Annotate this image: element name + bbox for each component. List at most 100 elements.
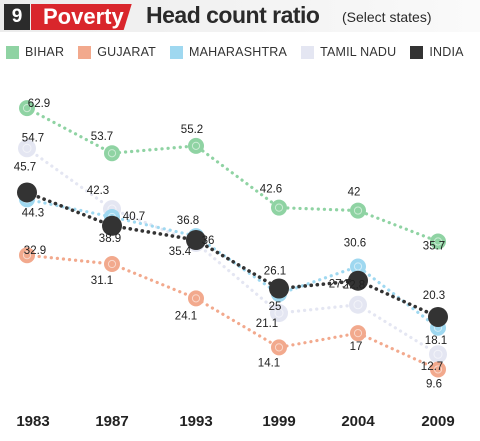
value-label-india-1983: 45.7: [14, 161, 36, 173]
data-point-tamil-nadu-1999: [270, 304, 288, 323]
data-point-bihar-1999: [271, 199, 287, 216]
x-tick-label-1993: 1993: [179, 413, 212, 430]
data-point-bihar-1993: [188, 137, 204, 154]
topic-tag: Poverty: [31, 4, 132, 30]
data-point-india-1983: [17, 182, 37, 203]
data-point-ring-gujarat-1999: [274, 343, 284, 352]
data-point-ring-bihar-1983: [22, 104, 32, 113]
data-point-ring-gujarat-1983: [22, 251, 32, 260]
value-label-india-1987: 38.9: [99, 233, 121, 245]
data-point-tamil-nadu-2004: [349, 295, 367, 314]
data-point-gujarat-1987: [104, 256, 120, 273]
legend-label-maharashtra: MAHARASHTRA: [189, 45, 288, 59]
data-point-ring-gujarat-1993: [191, 294, 201, 303]
value-label-maharashtra-2009: 18.1: [425, 335, 447, 347]
value-label-tamil-nadu-1987: 42.3: [87, 185, 109, 197]
value-label-gujarat-1999: 14.1: [258, 357, 280, 369]
series-line-tamil-nadu: [25, 146, 440, 356]
value-label-gujarat-1987: 31.1: [91, 275, 113, 287]
data-point-ring-bihar-2009: [433, 237, 443, 246]
chart-title: Head count ratio: [146, 2, 320, 28]
data-point-tamil-nadu-1983: [18, 139, 36, 158]
data-point-maharashtra-2004: [350, 258, 366, 275]
legend-item-india: INDIA: [410, 45, 464, 59]
data-point-india-1993: [186, 230, 206, 250]
legend-item-tamil-nadu: TAMIL NADU: [301, 45, 396, 59]
value-label-india-2004: 27.7: [329, 279, 351, 291]
value-label-gujarat-1993: 24.1: [175, 310, 197, 322]
value-label-maharashtra-1987: 40.7: [123, 211, 145, 223]
legend-item-gujarat: GUJARAT: [78, 45, 156, 59]
data-point-india-2009: [428, 306, 448, 327]
x-tick-label-1999: 1999: [262, 413, 295, 430]
legend-label-gujarat: GUJARAT: [97, 45, 157, 59]
data-point-ring-gujarat-2004: [353, 329, 363, 338]
data-point-ring-bihar-2004: [353, 206, 363, 215]
value-label-bihar-2009: 35.7: [423, 240, 445, 252]
data-point-bihar-1983: [19, 100, 35, 117]
value-label-india-2009: 20.3: [423, 290, 445, 302]
value-label-tamil-nadu-2004: 22.8: [343, 280, 365, 292]
data-point-ring-maharashtra-2004: [353, 262, 363, 271]
x-tick-label-1983: 1983: [16, 413, 49, 430]
value-label-india-1993: 36: [202, 235, 215, 247]
data-point-ring-tamil-nadu-1999: [274, 308, 284, 318]
data-point-bihar-2004: [350, 202, 366, 219]
series-line-maharashtra: [25, 197, 440, 330]
value-label-tamil-nadu-1983: 54.7: [22, 132, 44, 144]
value-label-gujarat-2009: 9.6: [426, 378, 442, 390]
legend-label-tamil-nadu: TAMIL NADU: [320, 45, 397, 59]
x-tick-label-1987: 1987: [95, 413, 128, 430]
chart-legend: BIHAR GUJARAT MAHARASHTRA TAMIL NADU IND…: [6, 44, 464, 60]
data-point-gujarat-2004: [350, 325, 366, 342]
value-label-gujarat-1983: 32.9: [24, 245, 46, 257]
chart-number-badge: 9: [4, 4, 30, 30]
data-point-gujarat-1999: [271, 339, 287, 356]
value-label-bihar-2004: 42: [348, 187, 361, 199]
value-label-tamil-nadu-2009: 12.7: [421, 361, 443, 373]
value-label-bihar-1983: 62.9: [28, 98, 50, 110]
chart-header: 9 Poverty Head count ratio (Select state…: [0, 0, 480, 32]
data-point-india-2004: [348, 270, 368, 291]
legend-swatch-maharashtra: [170, 45, 184, 59]
data-point-bihar-1987: [104, 145, 120, 162]
legend-swatch-bihar: [6, 45, 19, 59]
value-label-bihar-1999: 42.6: [260, 184, 282, 196]
x-tick-label-2004: 2004: [341, 413, 375, 430]
data-point-gujarat-1983: [19, 247, 35, 264]
legend-swatch-india: [410, 45, 424, 59]
value-label-gujarat-2004: 17: [350, 341, 363, 353]
data-point-india-1999: [269, 278, 289, 299]
value-label-tamil-nadu-1999: 21.1: [256, 318, 278, 330]
chart-subtitle: (Select states): [342, 9, 432, 25]
series-line-gujarat: [25, 253, 440, 372]
legend-swatch-gujarat: [78, 45, 92, 59]
data-point-tamil-nadu-2009: [429, 345, 447, 364]
series-line-bihar: [25, 106, 440, 244]
legend-label-india: INDIA: [429, 45, 464, 59]
data-point-ring-gujarat-1987: [107, 259, 117, 269]
data-point-ring-bihar-1987: [107, 149, 117, 158]
legend-swatch-tamil-nadu: [301, 45, 315, 59]
data-point-ring-tamil-nadu-2004: [353, 300, 363, 310]
legend-item-maharashtra: MAHARASHTRA: [170, 45, 287, 59]
legend-item-bihar: BIHAR: [6, 45, 64, 59]
value-label-tamil-nadu-1993: 35.4: [169, 246, 192, 258]
x-tick-label-2009: 2009: [421, 413, 454, 430]
value-label-bihar-1993: 55.2: [181, 124, 203, 136]
data-point-ring-bihar-1999: [274, 203, 284, 212]
value-label-maharashtra-1993: 36.8: [177, 215, 199, 227]
data-point-ring-tamil-nadu-1983: [22, 143, 32, 153]
data-point-gujarat-1993: [188, 290, 204, 307]
data-point-bihar-2009: [430, 233, 446, 250]
data-point-ring-bihar-1993: [191, 141, 201, 150]
value-label-maharashtra-2004: 30.6: [344, 237, 366, 249]
value-label-india-1999: 26.1: [264, 266, 286, 278]
value-label-maharashtra-1983: 44.3: [22, 207, 44, 219]
data-point-india-1987: [102, 215, 122, 236]
data-point-ring-tamil-nadu-2009: [433, 349, 443, 359]
value-label-bihar-1987: 53.7: [91, 131, 113, 143]
series-line-india: [25, 190, 440, 319]
data-point-gujarat-2009: [430, 361, 446, 378]
